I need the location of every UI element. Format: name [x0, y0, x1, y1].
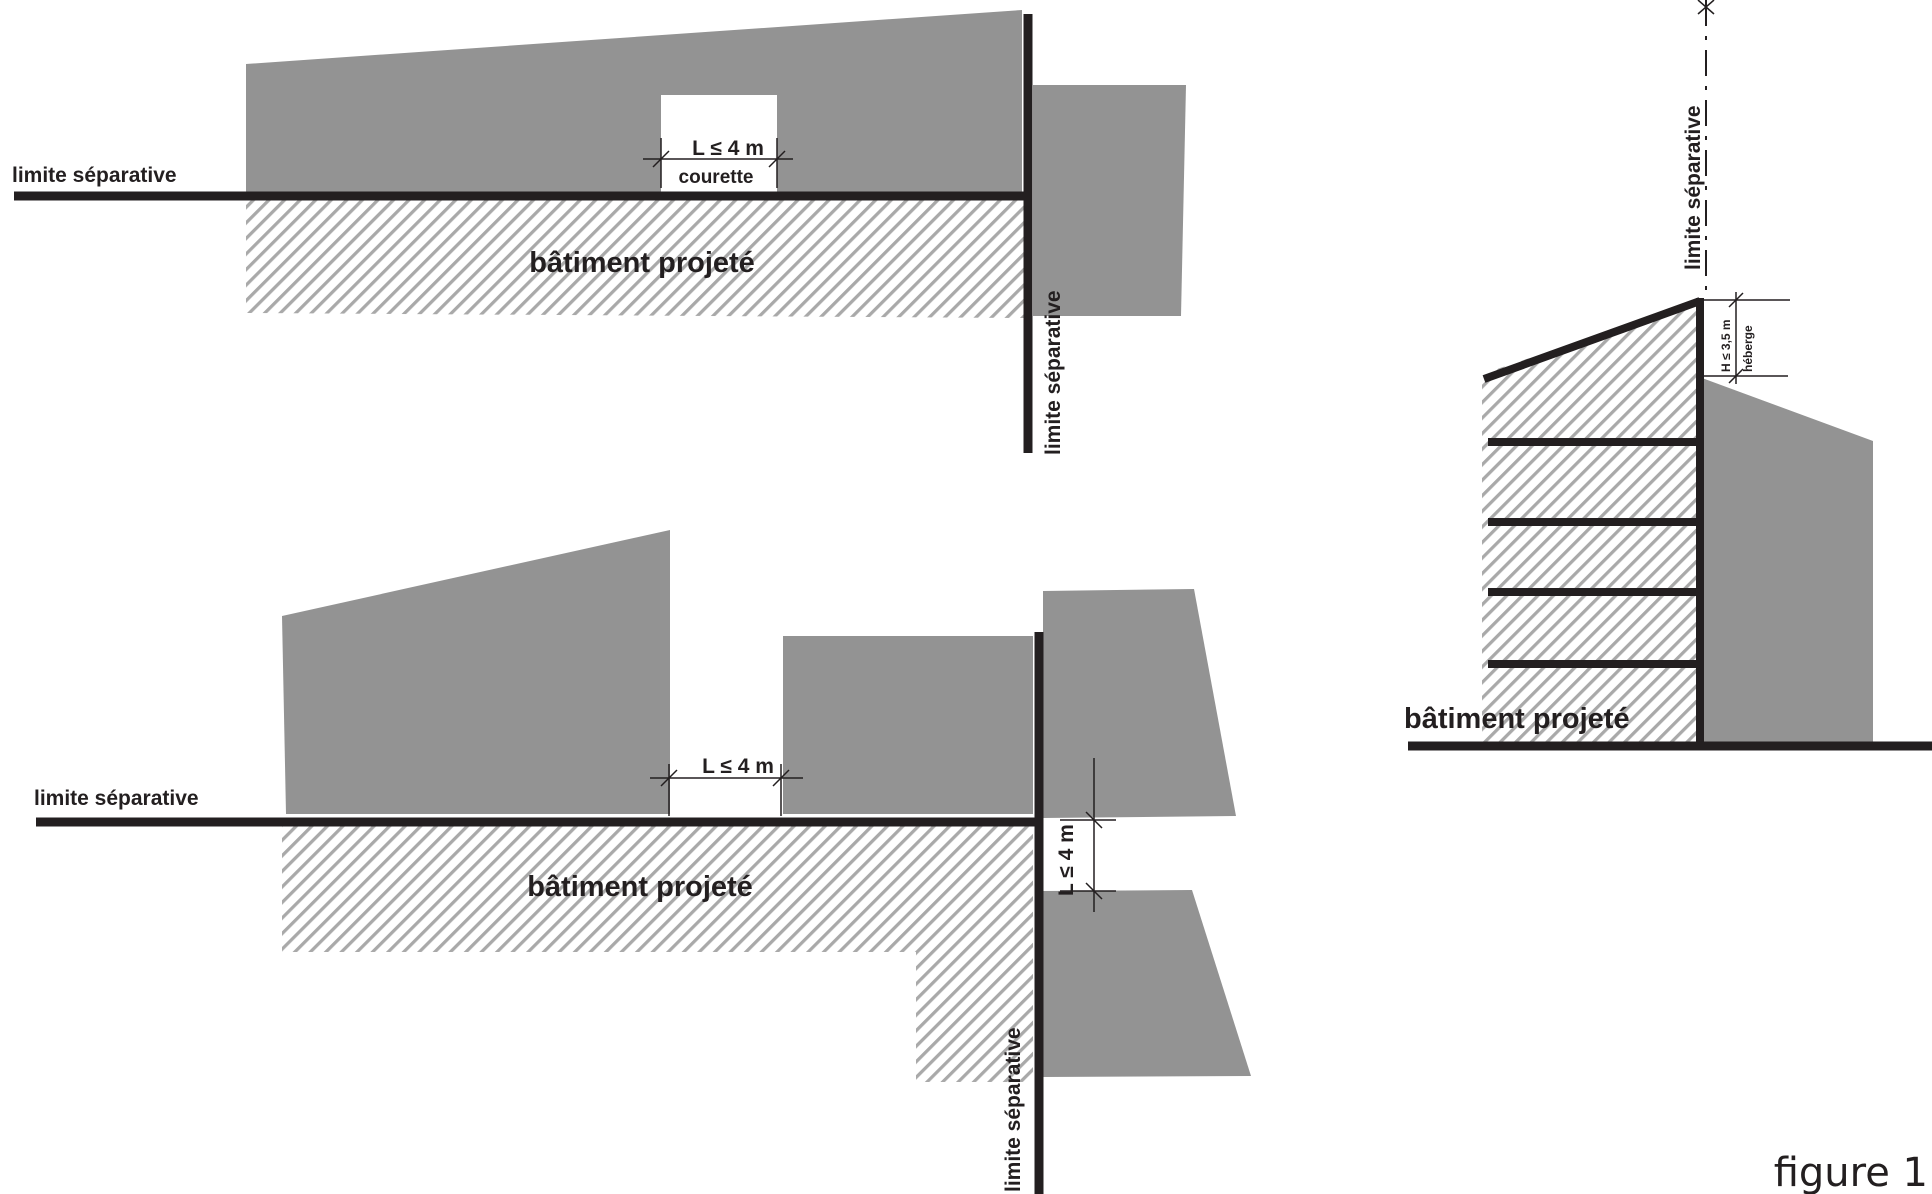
limit-label: limite séparative [12, 164, 177, 187]
courtyard-opening [661, 95, 777, 192]
neighbor-building [246, 10, 1022, 193]
section-view: bâtiment projeté limite séparative H ≤ 3… [1404, 0, 1932, 751]
height-dimension-label: H ≤ 3,5 m [1719, 319, 1733, 372]
neighbor-building [1043, 890, 1251, 1077]
neighbor-building [1033, 85, 1186, 316]
limit-label: limite séparative [1682, 105, 1705, 270]
building-label: bâtiment projeté [529, 247, 755, 279]
courtyard-label: courette [679, 167, 754, 188]
dimension-line [650, 764, 803, 816]
building-label: bâtiment projeté [527, 871, 753, 903]
dimension-label: L ≤ 4 m [1055, 824, 1078, 896]
dimension-label: L ≤ 4 m [702, 755, 774, 778]
neighbor-building [1043, 589, 1236, 818]
bottom-plan: bâtiment projeté L ≤ 4 m L ≤ 4 m limite … [34, 530, 1251, 1194]
limit-label: limite séparative [1002, 1027, 1025, 1192]
projected-building [282, 826, 1033, 1082]
figure-label: figure 1 [1774, 1150, 1928, 1194]
dimension-line [643, 138, 793, 188]
neighbor-building [1702, 378, 1873, 742]
heberge-label: héberge [1741, 325, 1755, 372]
axis-arrow-icon [1697, 0, 1715, 15]
limit-label: limite séparative [34, 787, 199, 810]
top-plan: bâtiment projeté courette L ≤ 4 m limite… [12, 10, 1186, 455]
roof-line [1482, 297, 1702, 383]
dimension-line [1060, 758, 1116, 912]
neighbor-building [783, 636, 1033, 814]
limit-label: limite séparative [1042, 290, 1065, 455]
building-label: bâtiment projeté [1404, 703, 1630, 735]
neighbor-building [282, 530, 670, 814]
dimension-line [1702, 292, 1790, 384]
projected-building [246, 200, 1024, 318]
dimension-label: L ≤ 4 m [692, 137, 764, 160]
